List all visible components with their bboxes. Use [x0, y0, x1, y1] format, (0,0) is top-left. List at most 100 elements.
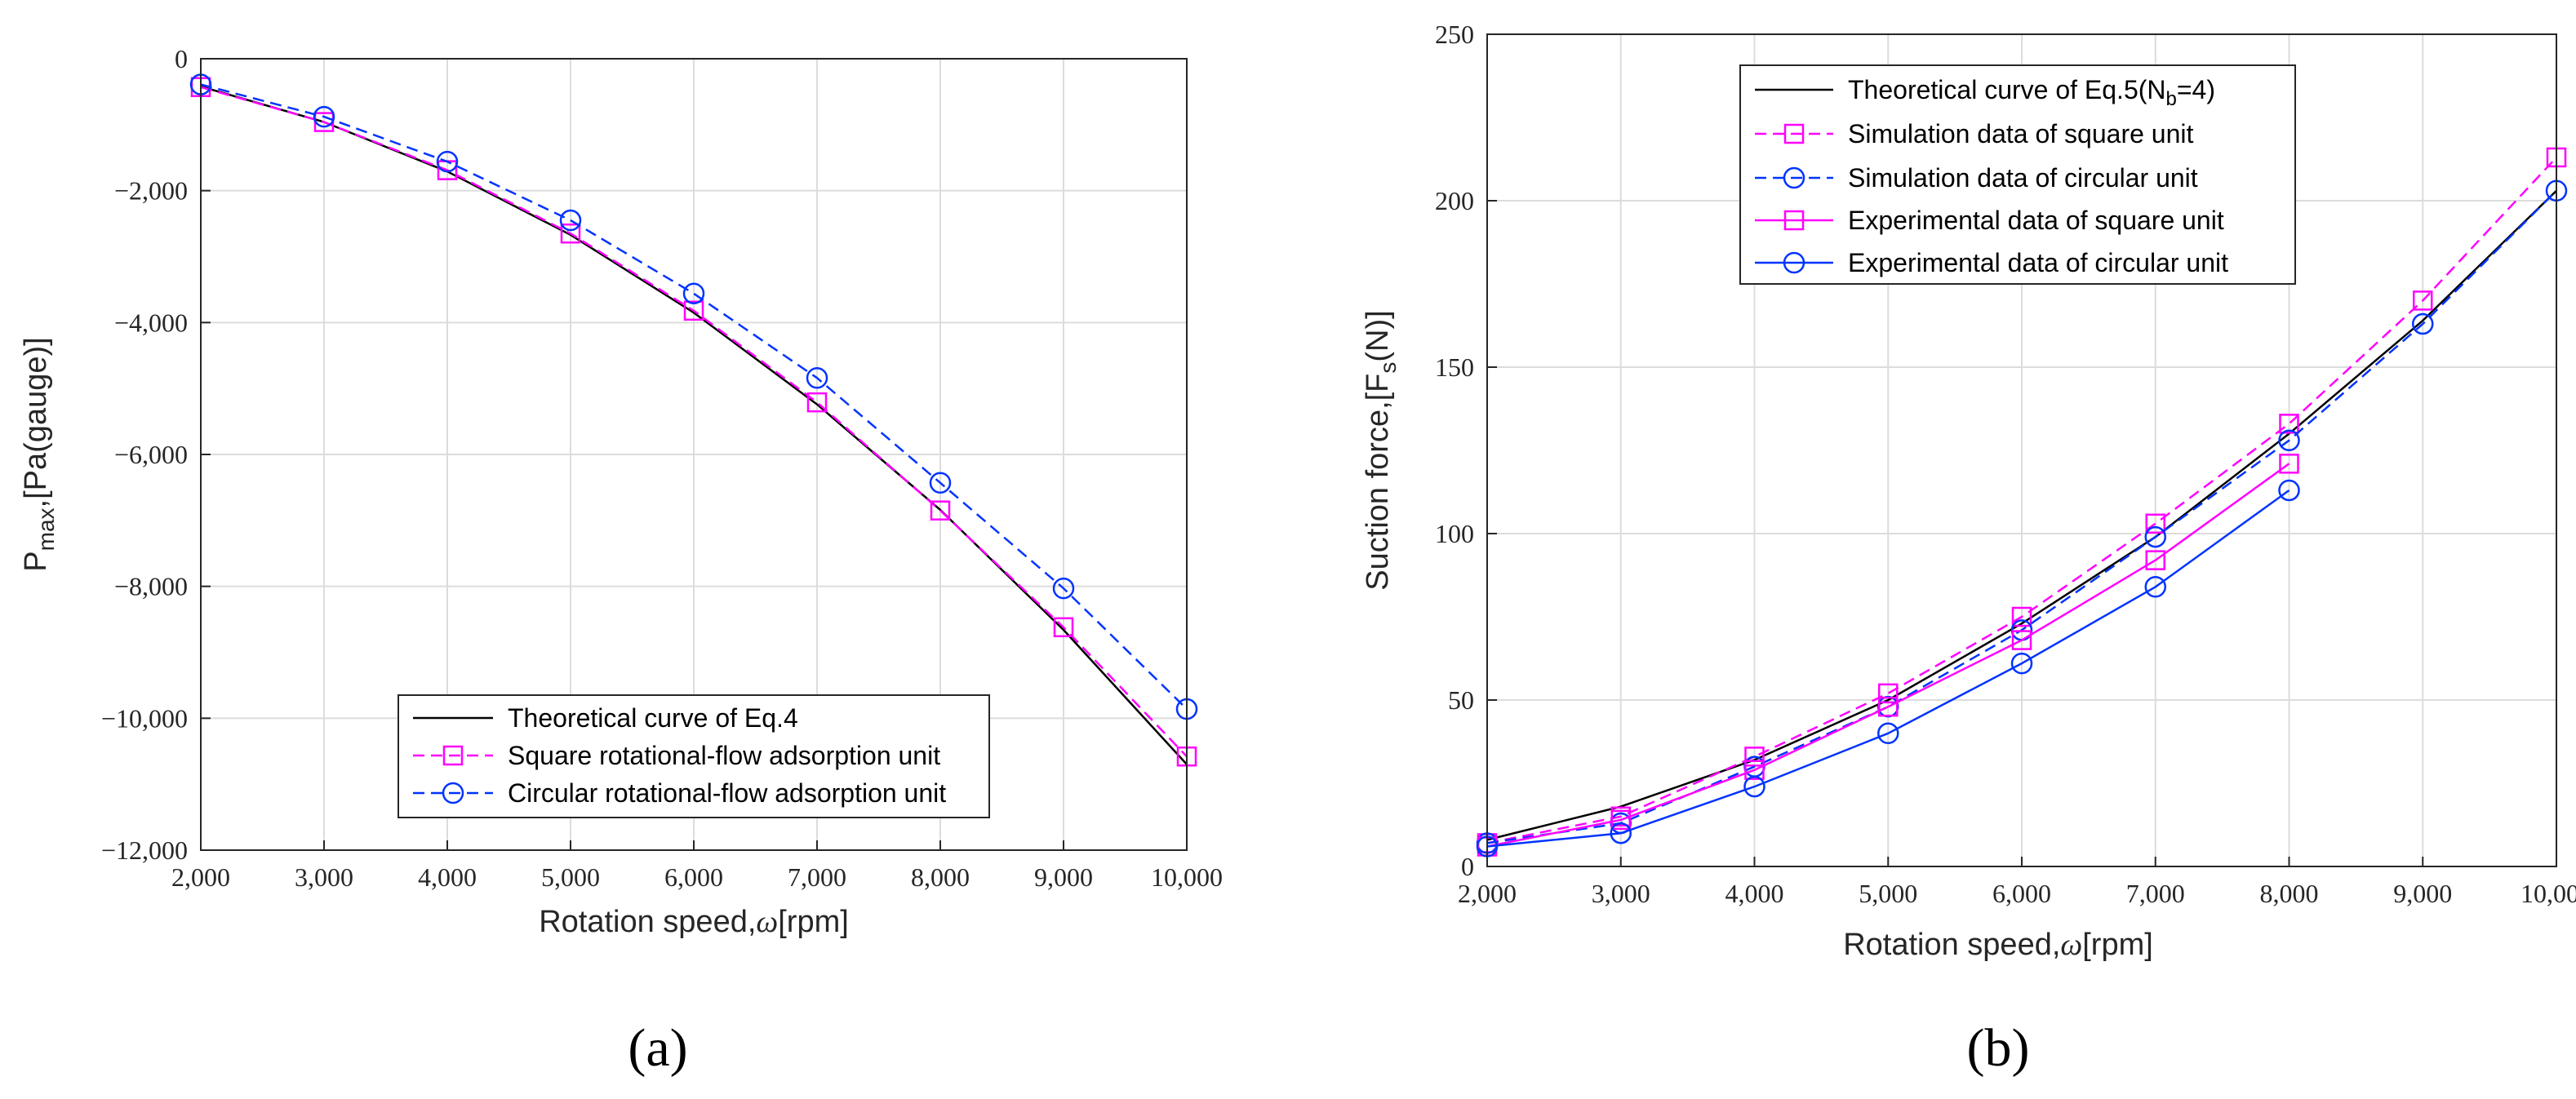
chart-b-series-3-point: [1744, 760, 1765, 780]
chart-a-series-2-point: [806, 366, 828, 389]
chart-a: 2,000 3,000 4,000 5,000 6,000 7,000 8,000 9,000…: [19, 44, 1223, 1078]
chart-b-series-2-point: [2278, 429, 2300, 452]
chart-a-series-1-point: [1053, 617, 1074, 638]
chart-a-series-1-line: [200, 86, 1188, 758]
chart-b-series-4-point: [1610, 822, 1632, 844]
chart-b-series-2-line: [1486, 189, 2557, 844]
chart-b-series-1-point: [1878, 683, 1899, 704]
chart-b-y-tick-label: 100: [1435, 519, 1474, 548]
chart-b-series-0-line: [1486, 189, 2557, 841]
chart-b-x-tick-label: 7,000: [2126, 879, 2185, 908]
chart-b-frame: [1486, 33, 2557, 867]
chart-a-y-tick-labels: 0 −2,000 −4,000 −6,000 −8,000 −10,000 −12,000: [101, 44, 188, 865]
chart-b-series-3-point: [2279, 454, 2299, 474]
chart-a-x-tick-label: 7,000: [788, 862, 846, 892]
chart-b-x-tick-label: 10,000: [2520, 879, 2576, 908]
chart-a-y-axis-label: Pmax,[Pa(gauge)]: [19, 337, 59, 571]
chart-a-series-2-point: [436, 150, 459, 173]
chart-b-series-3-point: [1610, 809, 1631, 831]
chart-a-x-tick-label: 10,000: [1151, 862, 1223, 892]
chart-a-legend: Theoretical curve of Eq.4 Square rotatio…: [398, 694, 990, 818]
chart-b-legend-label-3: Experimental data of square unit: [1848, 206, 2224, 235]
chart-a-y-tick-label: −2,000: [114, 176, 188, 206]
chart-b-series: [1476, 147, 2568, 857]
chart-b-y-axis-label: Suction force,[Fs(N)]: [1361, 310, 1401, 590]
chart-b-y-tick-label: 50: [1448, 685, 1474, 715]
chart-b-series-4-point: [2144, 576, 2166, 598]
chart-a-frame: [200, 58, 1188, 851]
chart-a-series-2-point: [313, 105, 335, 128]
chart-a-series-2-point: [559, 209, 582, 232]
chart-b-x-tick-label: 2,000: [1458, 879, 1517, 908]
panel-label-a: (a): [628, 1018, 687, 1078]
chart-b-series-4-point: [2010, 652, 2033, 675]
chart-a-y-tick-label: 0: [175, 44, 188, 73]
chart-b-y-tick-label: 250: [1435, 20, 1474, 49]
chart-a-series-2-point: [1052, 577, 1075, 600]
chart-a-y-tick-label: −12,000: [101, 835, 188, 865]
chart-b-x-tick-label: 8,000: [2260, 879, 2319, 908]
chart-b-x-axis-label: Rotation speed,ω[rpm]: [1843, 928, 2153, 962]
chart-b-x-tick-label: 6,000: [1992, 879, 2051, 908]
chart-a-series-2-point: [929, 472, 952, 494]
chart-a-x-tick-labels: 2,000 3,000 4,000 5,000 6,000 7,000 8,000 9,000…: [171, 862, 1223, 892]
chart-b-series-3-point: [2145, 550, 2165, 570]
chart-b-series-1-point: [2145, 513, 2165, 534]
chart-a-series-1-point: [930, 500, 951, 521]
chart-a-series-1-point: [683, 300, 704, 321]
chart-b-series-2-point: [2412, 312, 2434, 335]
chart-a-y-tick-label: −4,000: [114, 308, 188, 337]
chart-a-x-tick-label: 3,000: [295, 862, 353, 892]
chart-a-legend-label-2: Circular rotational-flow adsorption unit: [508, 778, 946, 808]
chart-b-x-tick-label: 9,000: [2393, 879, 2452, 908]
chart-b-legend: Theoretical curve of Eq.5(Nb=4) Simulati…: [1739, 64, 2296, 285]
chart-b-x-tick-label: 3,000: [1592, 879, 1650, 908]
chart-a-series-2-point: [682, 282, 705, 305]
chart-b-legend-marker-4: [1783, 251, 1805, 274]
chart-a-legend-label-1: Square rotational-flow adsorption unit: [508, 741, 940, 770]
chart-b-legend-label-2: Simulation data of circular unit: [1848, 163, 2198, 193]
chart-b-x-tick-label: 4,000: [1725, 879, 1784, 908]
chart-a-legend-marker-1: [442, 745, 464, 766]
chart-a-x-tick-label: 9,000: [1034, 862, 1093, 892]
chart-b-series-4-point: [2278, 479, 2300, 502]
chart-b-y-tick-labels: 0 50 100 150 200 250: [1435, 20, 1474, 881]
chart-a-legend-label-0: Theoretical curve of Eq.4: [508, 703, 798, 733]
chart-a-x-tick-label: 6,000: [664, 862, 723, 892]
panel-label-b: (b): [1967, 1018, 2030, 1078]
chart-b-legend-marker-2: [1783, 166, 1805, 189]
chart-b-series-4-line: [1486, 489, 2290, 848]
chart-a-y-tick-label: −8,000: [114, 572, 188, 601]
chart-a-y-tick-label: −10,000: [101, 703, 188, 733]
chart-b-legend-marker-3: [1783, 210, 1805, 231]
chart-b-x-tick-labels: 2,000 3,000 4,000 5,000 6,000 7,000 8,000 9,000…: [1458, 879, 2576, 908]
chart-b-series-1-point: [2011, 606, 2032, 627]
chart-a-x-tick-label: 2,000: [171, 862, 230, 892]
chart-b-x-tick-label: 5,000: [1859, 879, 1917, 908]
chart-b-series-1-point: [2279, 414, 2299, 434]
chart-a-y-tick-label: −6,000: [114, 440, 188, 469]
chart-b-series-2-point: [2144, 525, 2166, 548]
chart-a-x-axis-label: Rotation speed,ω[rpm]: [539, 905, 849, 939]
chart-a-legend-marker-2: [442, 782, 464, 804]
chart-b-series-3-line: [1486, 463, 2290, 848]
chart-b-legend-box: [1739, 64, 2296, 285]
chart-b-legend-label-1: Simulation data of square unit: [1848, 119, 2193, 148]
chart-b-legend-label-0: Theoretical curve of Eq.5(Nb=4): [1848, 75, 2215, 110]
chart-a-x-tick-label: 8,000: [911, 862, 970, 892]
chart-b-y-tick-label: 150: [1435, 352, 1474, 382]
chart-b-series-1-point: [2413, 290, 2433, 311]
chart-a-series-2-line: [200, 83, 1188, 710]
chart-b-legend-label-4: Experimental data of circular unit: [1848, 248, 2228, 277]
chart-b-y-tick-label: 0: [1461, 852, 1474, 881]
chart-b-legend-marker-1: [1783, 123, 1805, 144]
chart-a-x-tick-label: 4,000: [418, 862, 477, 892]
chart-b-series-4-point: [1743, 775, 1765, 798]
chart-a-x-tick-label: 5,000: [541, 862, 600, 892]
chart-b: 2,000 3,000 4,000 5,000 6,000 7,000 8,000 9,000…: [1361, 20, 2576, 1078]
chart-b-series-1-line: [1486, 157, 2557, 844]
chart-b-series-3-point: [2011, 630, 2032, 650]
chart-a-legend-box: [398, 694, 990, 818]
chart-a-series-1-point: [560, 223, 581, 244]
chart-b-series-3-point: [1878, 696, 1899, 717]
